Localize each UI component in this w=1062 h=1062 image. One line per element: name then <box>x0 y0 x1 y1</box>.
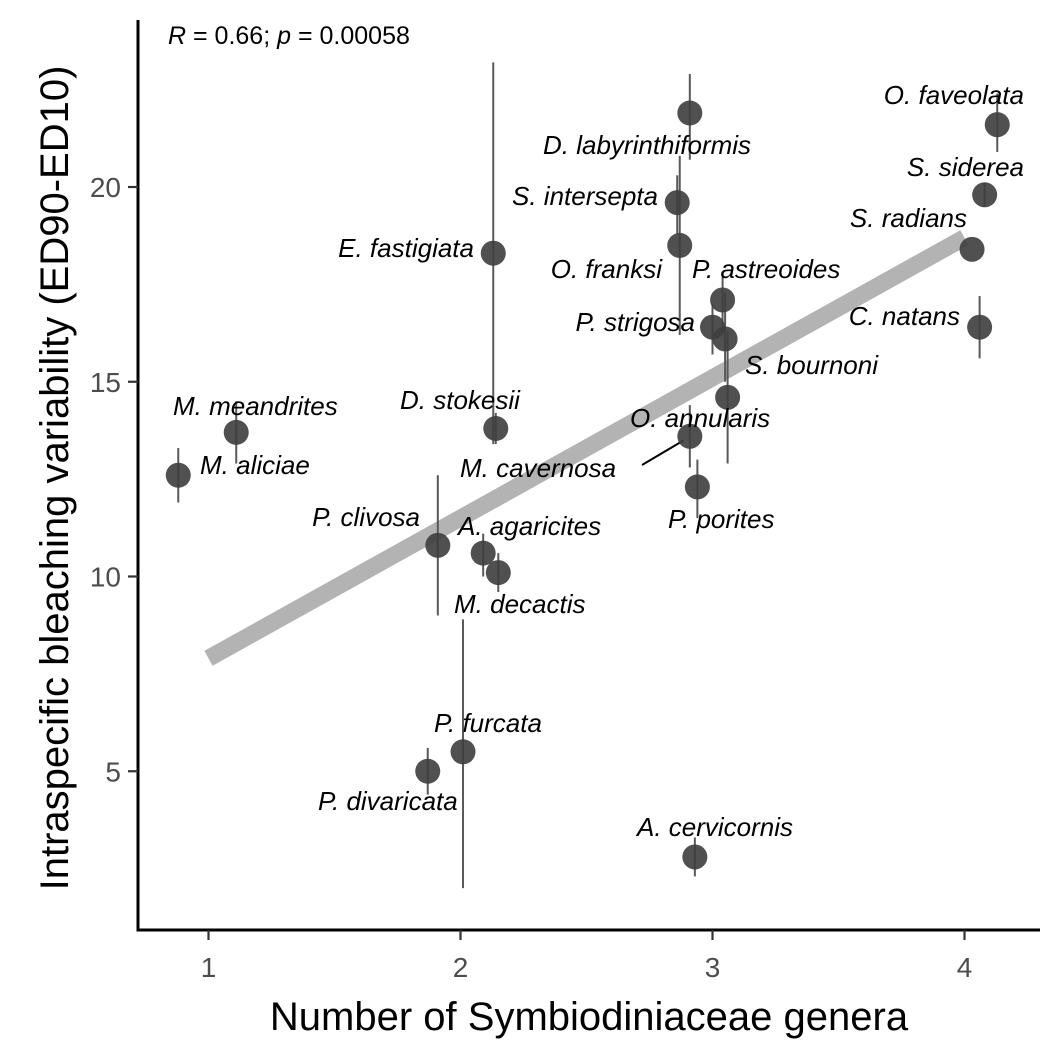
leader-m-cavernosa <box>641 439 685 466</box>
point-label-o-annularis: O. annularis <box>630 403 770 433</box>
r-symbol: R <box>168 22 186 50</box>
stats-annotation: R = 0.66; p = 0.00058 <box>168 22 410 50</box>
point-label-e-fastigiata: E. fastigiata <box>338 233 474 263</box>
point-label-s-siderea: S. siderea <box>907 152 1024 182</box>
point-label-a-cervicornis: A. cervicornis <box>635 812 793 842</box>
point-d-stokesii <box>483 415 509 441</box>
point-label-c-natans: C. natans <box>849 301 960 331</box>
point-label-m-decactis: M. decactis <box>454 589 586 619</box>
p-symbol: p <box>276 22 291 50</box>
point-label-p-divaricata: P. divaricata <box>318 786 458 816</box>
x-tick-layer: 1 2 3 4 <box>201 930 973 983</box>
point-label-o-franksi: O. franksi <box>551 254 663 284</box>
point-c-natans <box>967 314 993 340</box>
point-label-p-furcata: P. furcata <box>434 708 542 738</box>
x-tick-label: 4 <box>957 952 973 983</box>
point-p-astreoides <box>710 287 736 313</box>
point-m-aliciae <box>165 462 191 488</box>
point-label-d-labyrinthiformis: D. labyrinthiformis <box>543 130 751 160</box>
point-label-s-radians: S. radians <box>850 203 967 233</box>
point-label-m-cavernosa: M. cavernosa <box>460 453 616 483</box>
r-value: = 0.66; <box>186 22 277 50</box>
x-tick-label: 2 <box>453 952 469 983</box>
point-p-furcata <box>450 739 476 765</box>
y-tick-label: 10 <box>90 562 121 593</box>
y-axis-title: Intraspecific bleaching variability (ED9… <box>33 66 77 891</box>
point-o-franksi <box>667 232 693 258</box>
point-o-annularis <box>715 384 741 410</box>
point-label-s-intersepta: S. intersepta <box>512 181 658 211</box>
point-p-divaricata <box>415 758 441 784</box>
point-d-labyrinthiformis <box>677 100 703 126</box>
y-tick-label: 15 <box>90 367 121 398</box>
point-label-a-agaricites: A. agaricites <box>456 511 601 541</box>
point-label-m-meandrites: M. meandrites <box>173 391 338 421</box>
point-s-radians <box>959 236 985 262</box>
point-s-siderea <box>972 182 998 208</box>
point-p-porites <box>684 474 710 500</box>
point-label-m-aliciae: M. aliciae <box>200 450 310 480</box>
point-p-clivosa <box>425 532 451 558</box>
point-e-fastigiata <box>480 240 506 266</box>
p-value: = 0.00058 <box>291 22 410 50</box>
x-tick-label: 1 <box>201 952 217 983</box>
fit-line-layer <box>204 230 969 666</box>
point-label-layer: O. faveolata S. siderea S. radians C. natan… <box>173 80 1024 842</box>
point-label-s-bournoni: S. bournoni <box>745 350 879 380</box>
point-label-o-faveolata: O. faveolata <box>884 80 1024 110</box>
y-tick-label: 5 <box>105 756 121 787</box>
y-tick-layer: 5 10 15 20 <box>90 172 138 787</box>
point-m-meandrites <box>223 419 249 445</box>
point-label-p-strigosa: P. strigosa <box>576 307 695 337</box>
point-s-bournoni <box>712 326 738 352</box>
point-m-cavernosa <box>677 423 703 449</box>
point-label-p-porites: P. porites <box>668 504 774 534</box>
point-layer <box>165 100 1010 870</box>
point-label-p-astreoides: P. astreoides <box>692 254 840 284</box>
x-tick-label: 3 <box>705 952 721 983</box>
regression-line <box>204 230 969 666</box>
point-label-p-clivosa: P. clivosa <box>312 502 420 532</box>
x-axis-title: Number of Symbiodiniaceae genera <box>270 995 909 1039</box>
point-m-decactis <box>485 560 511 586</box>
point-a-cervicornis <box>682 844 708 870</box>
point-a-agaricites <box>470 540 496 566</box>
y-tick-label: 20 <box>90 172 121 203</box>
leader-layer <box>641 439 685 466</box>
point-label-d-stokesii: D. stokesii <box>400 385 521 415</box>
point-o-faveolata <box>984 112 1010 138</box>
point-s-intersepta <box>664 190 690 216</box>
